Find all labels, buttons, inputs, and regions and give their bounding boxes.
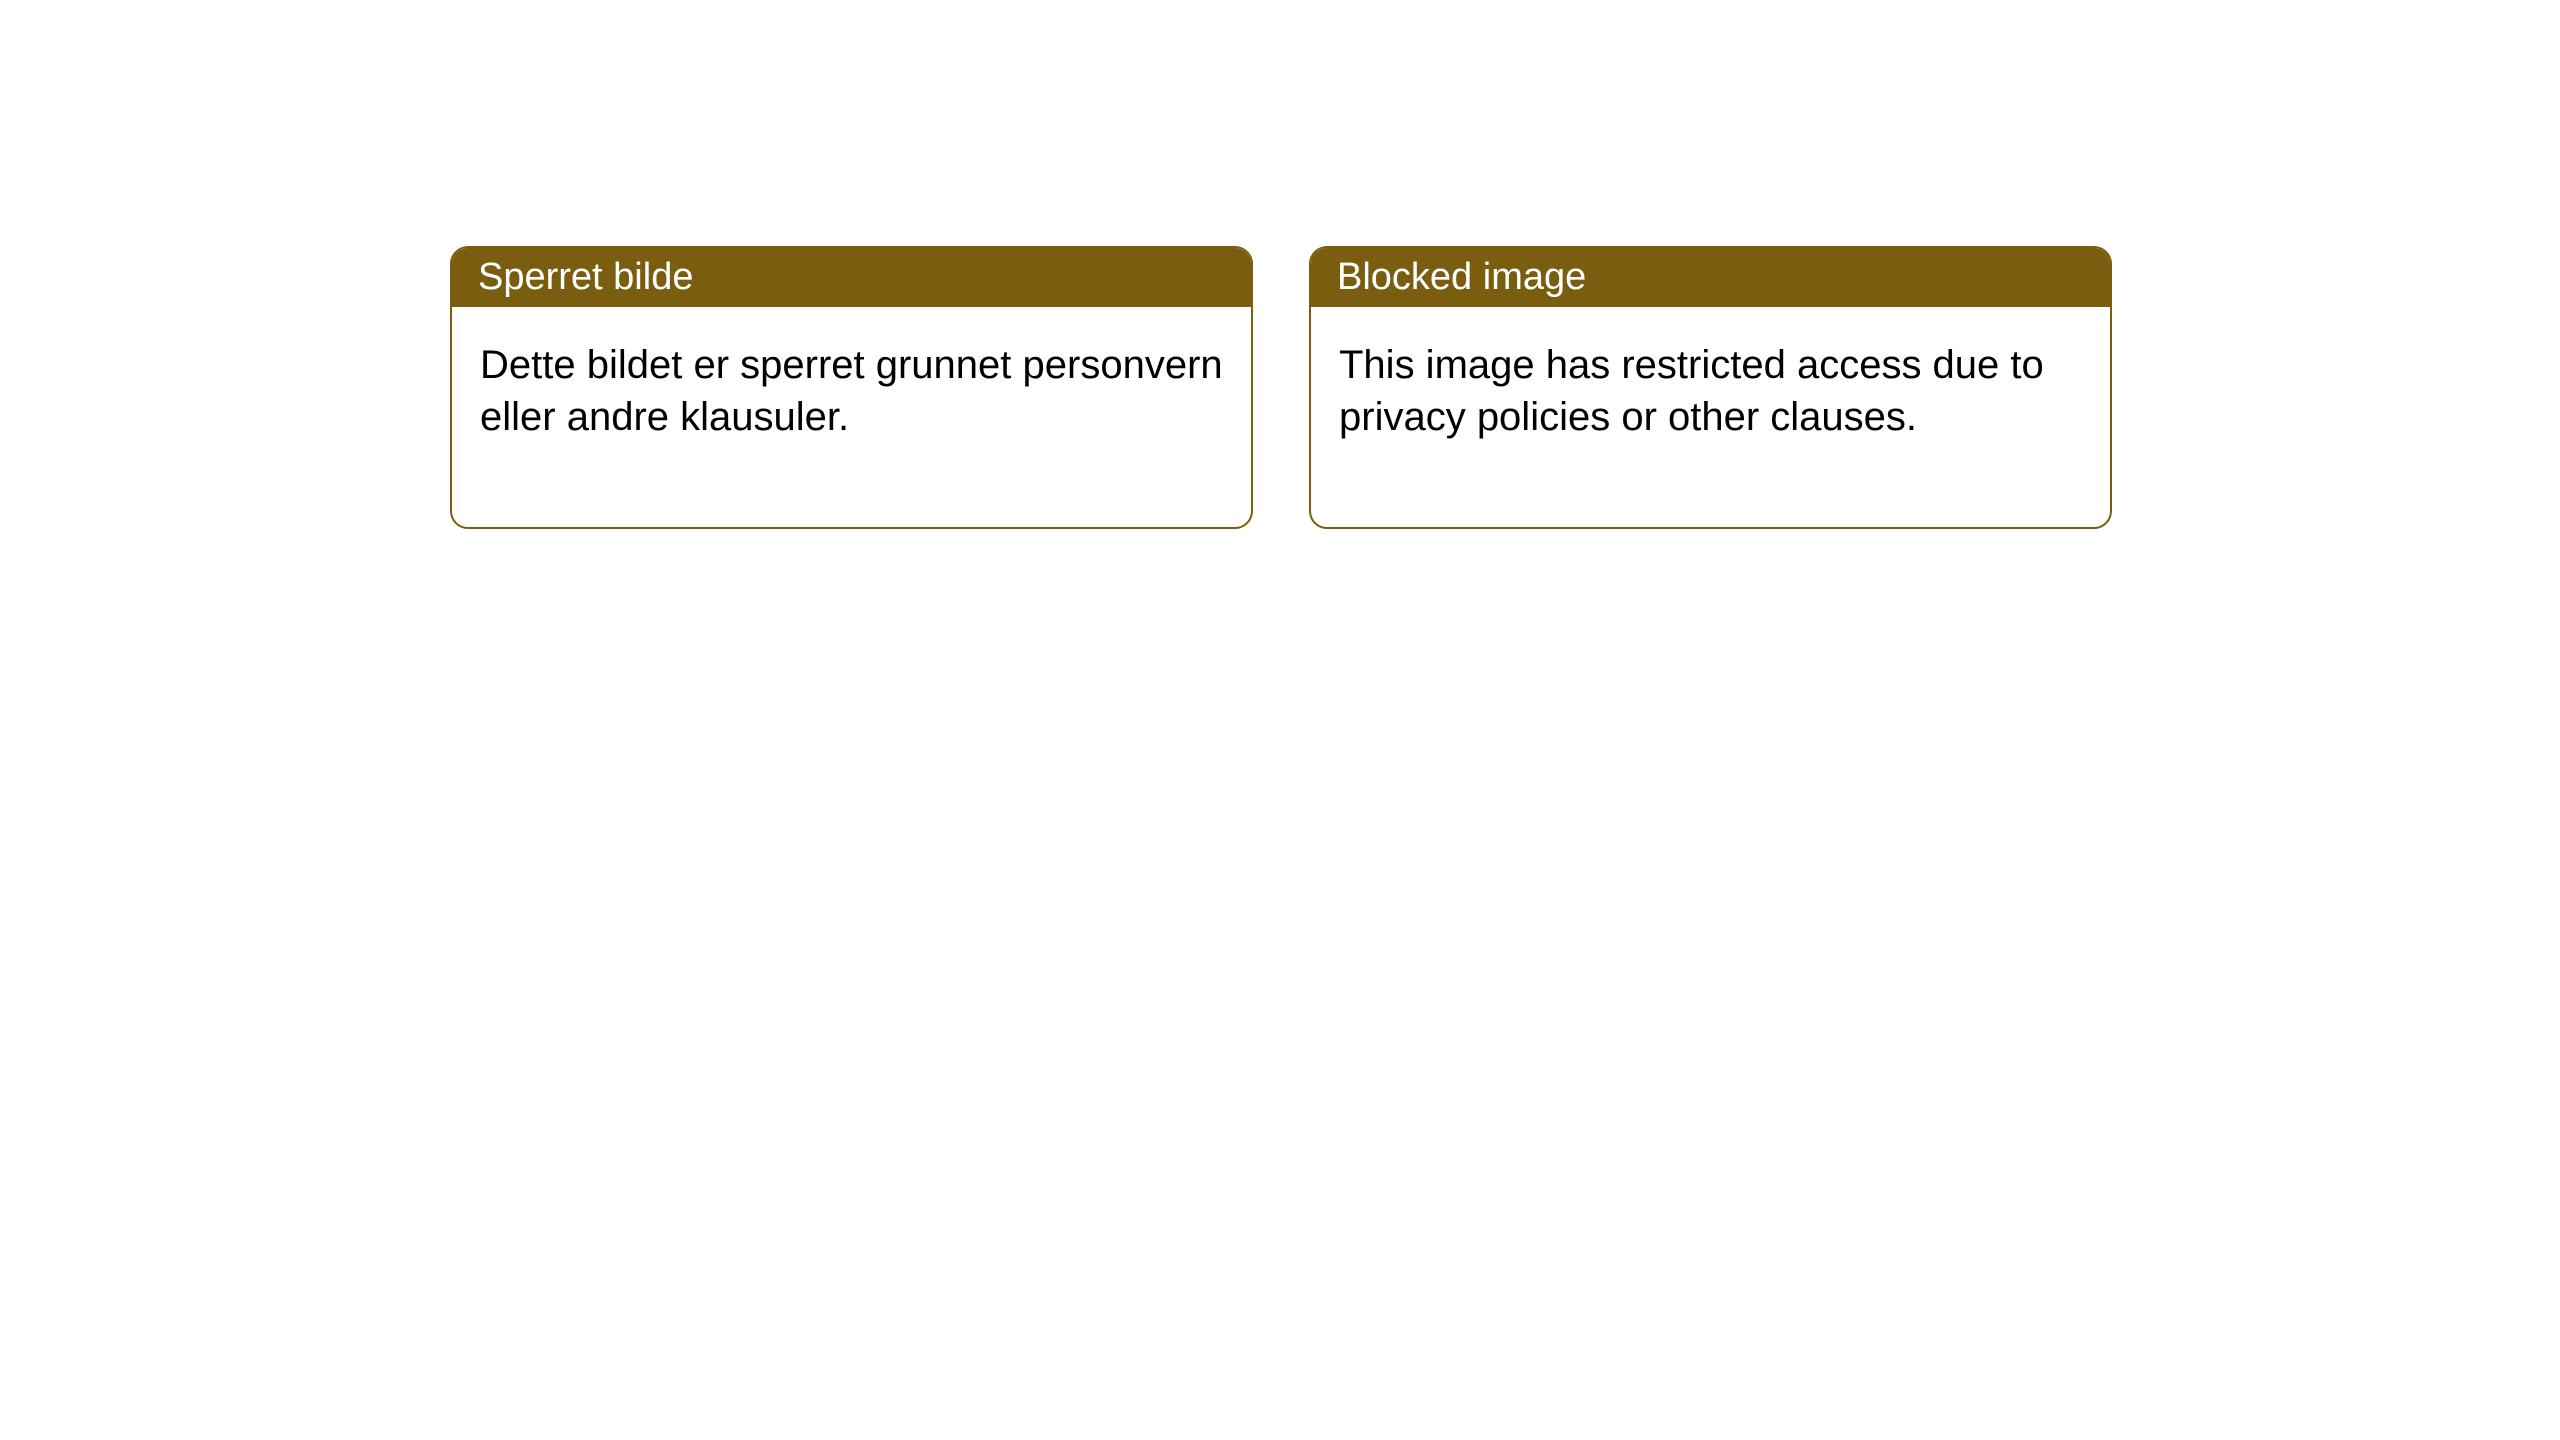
notice-card-english: Blocked image This image has restricted … [1309, 246, 2112, 529]
notice-container: Sperret bilde Dette bildet er sperret gr… [450, 246, 2112, 529]
notice-card-body: This image has restricted access due to … [1311, 307, 2110, 527]
notice-card-body: Dette bildet er sperret grunnet personve… [452, 307, 1251, 527]
notice-card-norwegian: Sperret bilde Dette bildet er sperret gr… [450, 246, 1253, 529]
notice-card-title: Sperret bilde [452, 248, 1251, 307]
notice-card-title: Blocked image [1311, 248, 2110, 307]
